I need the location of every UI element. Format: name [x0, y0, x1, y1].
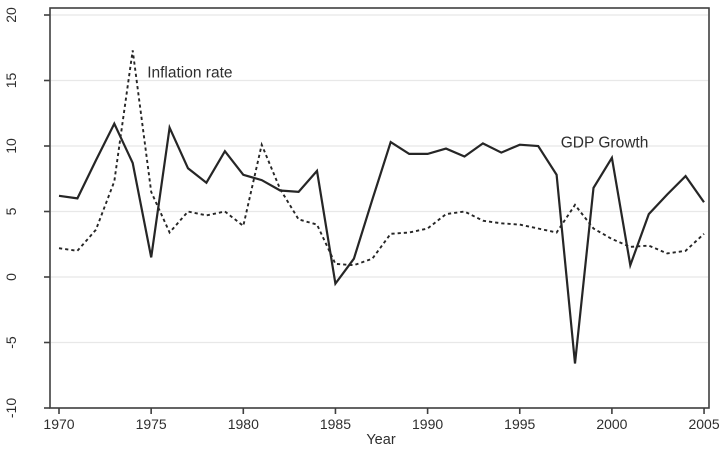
plot-border [49, 7, 710, 409]
x-tick-label-1975: 1975 [136, 416, 167, 432]
series-line-gdp-growth [58, 121, 705, 364]
axis-tick-labels: 1970 1975 1980 1985 1990 1995 2000 2005 -10 -5 0 5 1… [3, 7, 720, 432]
series-line-inflation-rate [58, 50, 705, 267]
x-tick-label-1995: 1995 [504, 416, 535, 432]
gdp-series-label: GDP Growth [561, 135, 649, 152]
x-tick-label-1990: 1990 [412, 416, 443, 432]
series-lines [58, 50, 705, 364]
x-axis-title: Year [366, 432, 395, 448]
inflation-series-label: Inflation rate [147, 65, 232, 82]
y-tick-label--5: -5 [3, 336, 19, 349]
x-tick-label-2005: 2005 [688, 416, 719, 432]
x-tick-label-2000: 2000 [596, 416, 627, 432]
x-tick-label-1985: 1985 [320, 416, 351, 432]
y-tick-label-10: 10 [3, 138, 19, 154]
y-tick-label-5: 5 [3, 207, 19, 215]
y-tick-label-15: 15 [3, 73, 19, 89]
x-tick-label-1980: 1980 [228, 416, 259, 432]
y-tick-label-0: 0 [3, 273, 19, 281]
axis-ticks [44, 14, 705, 414]
y-tick-label--10: -10 [3, 398, 19, 418]
x-tick-label-1970: 1970 [43, 416, 74, 432]
y-tick-label-20: 20 [3, 7, 19, 23]
gridlines [51, 14, 708, 409]
